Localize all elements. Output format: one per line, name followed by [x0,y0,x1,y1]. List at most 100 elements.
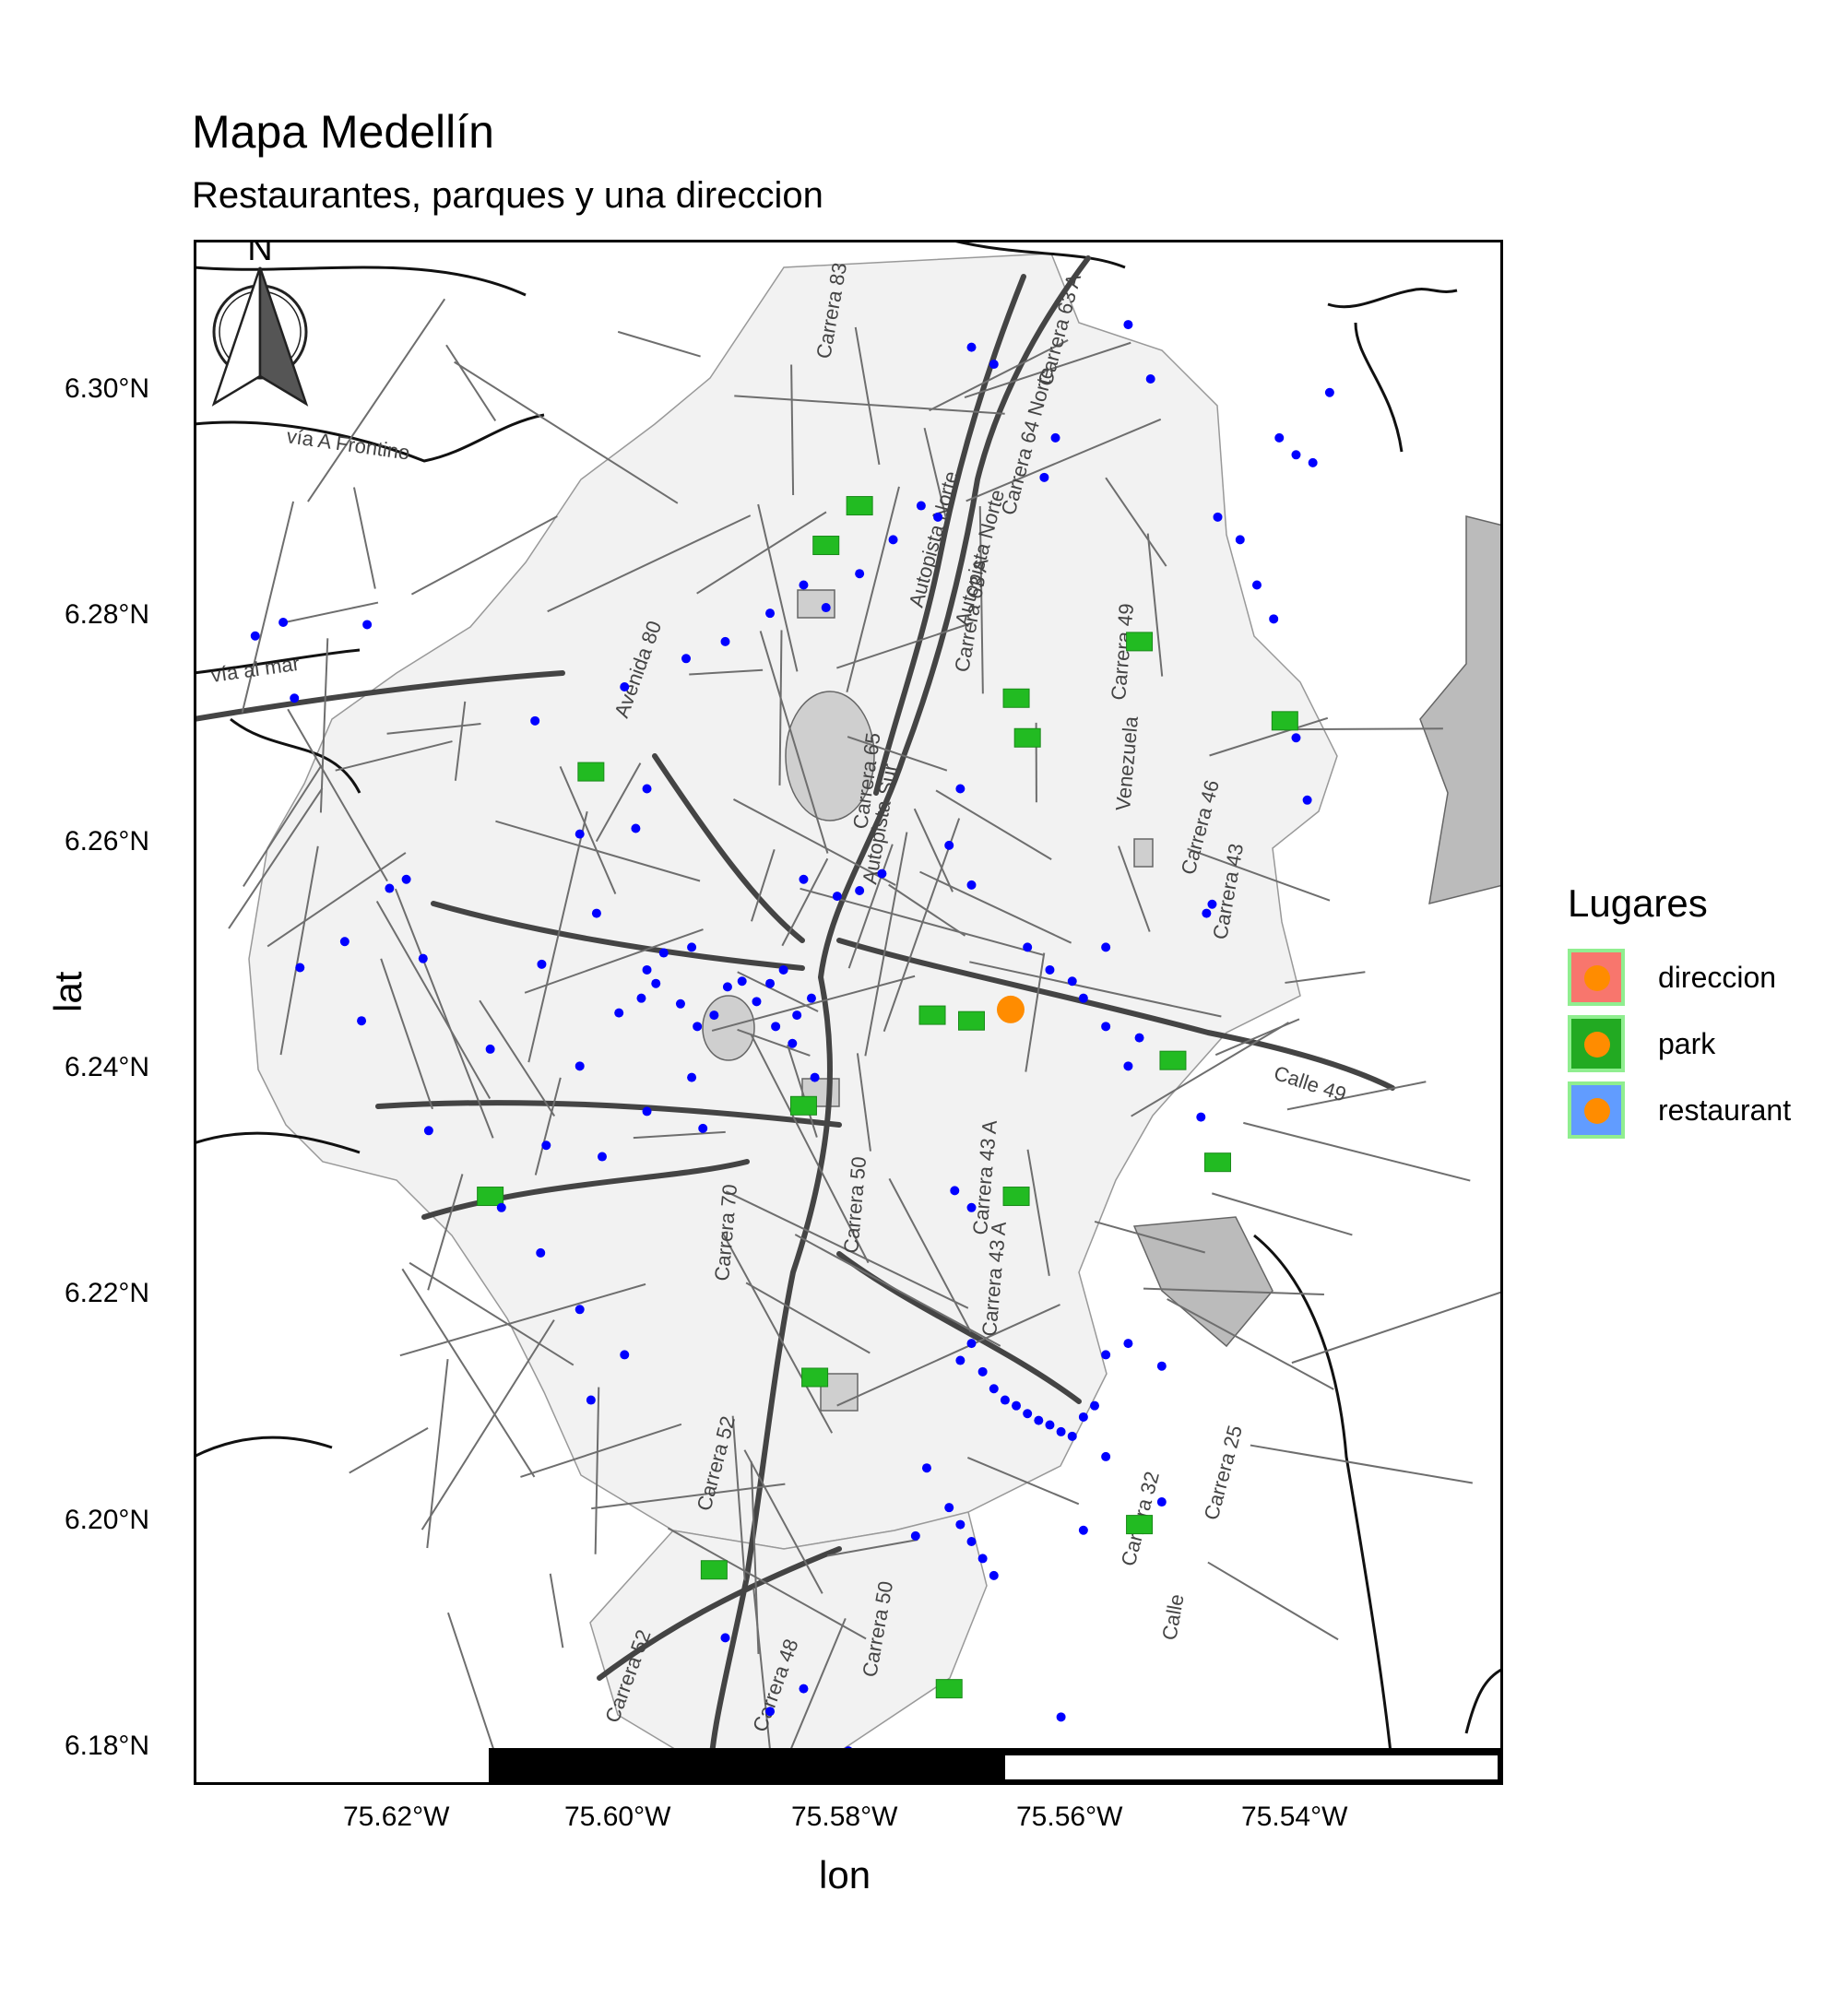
restaurant-point[interactable] [1123,320,1133,330]
restaurant-point[interactable] [799,874,809,884]
restaurant-point[interactable] [1269,614,1279,624]
restaurant-point[interactable] [720,1633,730,1643]
restaurant-point[interactable] [950,1186,960,1196]
restaurant-point[interactable] [496,1202,506,1212]
restaurant-point[interactable] [1056,1426,1066,1436]
restaurant-point[interactable] [642,784,652,794]
restaurant-point[interactable] [1308,457,1318,467]
restaurant-point[interactable] [799,1684,809,1694]
restaurant-point[interactable] [698,1123,708,1133]
restaurant-point[interactable] [541,1140,551,1151]
restaurant-point[interactable] [485,1044,495,1054]
restaurant-point[interactable] [1156,1361,1167,1371]
restaurant-point[interactable] [1324,387,1334,397]
restaurant-point[interactable] [1078,993,1088,1003]
restaurant-point[interactable] [591,908,601,918]
restaurant-point[interactable] [687,1072,697,1082]
restaurant-point[interactable] [1235,535,1245,545]
restaurant-point[interactable] [877,869,887,879]
restaurant-point[interactable] [1145,374,1155,384]
restaurant-point[interactable] [575,829,585,839]
restaurant-point[interactable] [642,964,652,975]
restaurant-point[interactable] [832,892,842,902]
restaurant-point[interactable] [401,874,411,884]
restaurant-point[interactable] [536,1247,546,1258]
restaurant-point[interactable] [1023,942,1033,952]
restaurant-point[interactable] [1156,1497,1167,1507]
restaurant-point[interactable] [586,1395,596,1405]
restaurant-point[interactable] [681,654,692,664]
restaurant-point[interactable] [788,1038,798,1048]
restaurant-point[interactable] [530,715,540,726]
restaurant-point[interactable] [977,1554,988,1564]
restaurant-point[interactable] [1067,976,1077,987]
restaurant-point[interactable] [651,978,661,988]
restaurant-point[interactable] [921,1463,931,1473]
restaurant-point[interactable] [888,535,898,545]
restaurant-point[interactable] [955,1355,965,1365]
restaurant-point[interactable] [1196,1112,1206,1122]
restaurant-point[interactable] [642,1106,652,1117]
restaurant-point[interactable] [636,993,646,1003]
direccion-point[interactable] [996,995,1025,1023]
restaurant-point[interactable] [1078,1525,1088,1535]
restaurant-point[interactable] [631,823,641,833]
restaurant-point[interactable] [821,603,831,613]
restaurant-point[interactable] [1034,1415,1044,1425]
restaurant-point[interactable] [1012,1400,1022,1411]
restaurant-point[interactable] [423,1126,433,1136]
restaurant-point[interactable] [944,840,954,850]
restaurant-point[interactable] [537,959,547,969]
restaurant-point[interactable] [620,681,630,691]
restaurant-point[interactable] [575,1061,585,1071]
restaurant-point[interactable] [658,948,669,958]
restaurant-point[interactable] [1123,1339,1133,1349]
restaurant-point[interactable] [693,1022,703,1032]
legend-item-direccion[interactable]: direccion [1568,944,1791,1010]
restaurant-point[interactable] [1067,1431,1077,1441]
restaurant-point[interactable] [989,1570,999,1580]
restaurant-point[interactable] [290,693,300,703]
direccion-layer[interactable] [996,995,1025,1023]
restaurant-point[interactable] [933,512,943,522]
restaurant-point[interactable] [966,342,977,352]
map-panel[interactable]: vía A Frontino vía al mar Autopista Norte A… [194,240,1503,1785]
restaurant-point[interactable] [418,953,428,963]
restaurant-point[interactable] [1023,1409,1033,1419]
restaurant-point[interactable] [1090,1400,1100,1411]
restaurant-point[interactable] [806,993,816,1003]
restaurant-point[interactable] [709,1010,719,1021]
restaurant-point[interactable] [1202,908,1212,918]
restaurant-point[interactable] [810,1072,820,1082]
legend-item-restaurant[interactable]: restaurant [1568,1077,1791,1143]
restaurant-point[interactable] [966,1339,977,1349]
restaurant-point[interactable] [944,1503,954,1513]
restaurant-point[interactable] [955,784,965,794]
restaurant-point[interactable] [765,609,776,619]
restaurant-point[interactable] [1123,1061,1133,1071]
restaurant-point[interactable] [966,1537,977,1547]
restaurant-point[interactable] [1078,1412,1088,1422]
restaurant-point[interactable] [737,976,747,987]
restaurant-point[interactable] [1050,432,1060,443]
restaurant-point[interactable] [966,880,977,890]
restaurant-point[interactable] [771,1022,781,1032]
restaurant-point[interactable] [778,964,788,975]
restaurant-point[interactable] [362,620,373,630]
restaurant-point[interactable] [765,1707,776,1717]
restaurant-point[interactable] [720,636,730,646]
restaurant-point[interactable] [675,998,685,1009]
restaurant-point[interactable] [1291,733,1301,743]
restaurant-point[interactable] [1207,899,1217,909]
restaurant-point[interactable] [1056,1712,1066,1722]
restaurant-point[interactable] [620,1350,630,1360]
restaurant-point[interactable] [977,1366,988,1377]
restaurant-point[interactable] [1302,795,1312,805]
restaurant-point[interactable] [916,501,926,511]
restaurant-point[interactable] [722,982,732,992]
restaurant-point[interactable] [1134,1033,1144,1043]
restaurant-point[interactable] [1045,1420,1055,1430]
restaurant-point[interactable] [966,1202,977,1212]
restaurant-point[interactable] [955,1519,965,1530]
